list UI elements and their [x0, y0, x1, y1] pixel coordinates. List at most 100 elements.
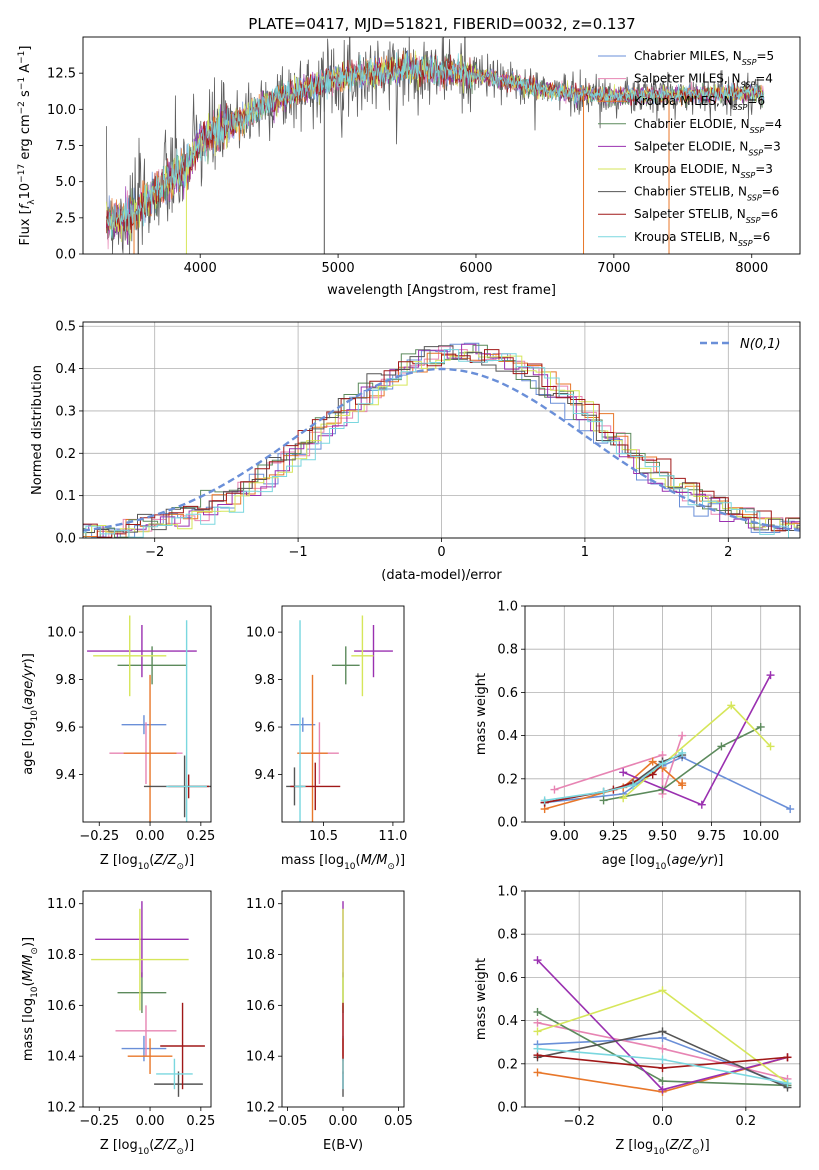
axes-Z-age: −0.25 0.00 0.25 9.4 9.6 9.8 10.0 Z [log10(Z/Z⊙)…	[21, 605, 215, 872]
legend-label: Chabrier ELODIE, NSSP=4	[634, 117, 782, 135]
axes-ebv-mass: −0.05 0.00 0.05 10.2 10.4 10.6 10.8 11.0 E(B-V)	[246, 890, 413, 1153]
x-tick-label: −2	[145, 545, 164, 560]
residual-histograms	[83, 342, 800, 538]
y-tick-label: 9.8	[254, 673, 275, 688]
y-tick-label: 0.4	[497, 1014, 518, 1029]
legend-label: Kroupa MILES, NSSP=6	[634, 94, 765, 112]
axes-frame	[82, 605, 212, 823]
y-tick-label: 10.0	[246, 626, 275, 641]
x-axis-label: age [log10(age/yr)]	[602, 853, 724, 872]
errorbar-chabrier-elodie	[117, 646, 187, 685]
y-tick-label: 10.0	[47, 103, 76, 118]
x-axis-label: (data-model)/error	[381, 568, 502, 583]
errorbars	[286, 615, 393, 822]
axes-spectrum: 4000 5000 6000 7000 8000 0.0 2.5 5.0 7.5 10.0 12.5…	[17, 36, 801, 298]
errorbar-kroupa-elodie	[93, 615, 167, 697]
y-tick-label: 7.5	[55, 139, 76, 154]
figure-title: PLATE=0417, MJD=51821, FIBERID=0032, z=0…	[248, 15, 635, 33]
errorbar-salpeter-elodie	[87, 624, 197, 678]
x-tick-label: 0	[437, 545, 445, 560]
histogram-kroupa-stelib	[83, 349, 800, 538]
y-tick-label: 0.2	[497, 772, 518, 787]
x-tick-label: 5000	[322, 261, 355, 276]
x-tick-label: 6000	[459, 261, 492, 276]
x-axis-label: mass [log10(M/M⊙)]	[281, 853, 405, 872]
y-tick-label: 9.4	[254, 768, 275, 783]
x-tick-label: −1	[289, 545, 308, 560]
errorbar-chabrier-elodie	[117, 972, 167, 1013]
axes-frame	[524, 890, 801, 1108]
y-tick-label: 0.8	[497, 643, 518, 658]
errorbar-salpeter-miles	[115, 1005, 177, 1057]
y-axis-label: mass weight	[474, 958, 489, 1040]
axes-frame	[524, 605, 801, 823]
legend-label: Chabrier MILES, NSSP=5	[634, 49, 774, 67]
y-tick-label: 10.4	[246, 1050, 275, 1065]
y-tick-label: 10.2	[246, 1101, 275, 1116]
y-tick-label: 1.0	[497, 885, 518, 900]
weight-lines	[533, 956, 792, 1096]
histogram-salpeter-stelib	[83, 349, 800, 538]
x-tick-label: −0.05	[268, 1114, 308, 1129]
x-tick-label: 9.25	[599, 829, 628, 844]
y-tick-label: 1.0	[497, 600, 518, 615]
legend-label: Kroupa ELODIE, NSSP=3	[634, 162, 773, 180]
x-tick-label: 9.50	[648, 829, 677, 844]
y-tick-label: 0.3	[55, 404, 76, 419]
x-tick-label: 9.75	[697, 829, 726, 844]
series-line	[622, 704, 772, 799]
errorbar-kroupa-elodie	[91, 908, 189, 1011]
y-axis-label: Normed distribution	[30, 365, 45, 495]
series-kroupa-stelib	[533, 1044, 792, 1088]
axes-mass-age: 10.5 11.0 9.4 9.6 9.8 10.0 mass [log10(M/M⊙)]	[246, 605, 407, 872]
y-tick-label: 10.8	[246, 948, 275, 963]
legend: N(0,1)	[700, 337, 781, 352]
y-tick-label: 11.0	[246, 897, 275, 912]
y-tick-label: 0.6	[497, 971, 518, 986]
y-axis-label: Flux [fλ10−17 erg cm−2 s−1 A−1]	[17, 46, 37, 246]
axes-frame	[82, 321, 801, 539]
series-chabrier-elodie	[599, 722, 765, 805]
y-tick-label: 10.6	[246, 999, 275, 1014]
spectrum-kroupa-stelib	[106, 52, 765, 239]
errorbar-salpeter-elodie	[95, 901, 189, 978]
x-tick-label: 8000	[735, 261, 768, 276]
y-axis-label: age [log10(age/yr)]	[21, 653, 40, 775]
legend-label: Chabrier STELIB, NSSP=6	[634, 185, 779, 203]
errorbar-chabrier-miles	[121, 715, 167, 735]
spectrum-lines	[106, 37, 765, 254]
x-tick-label: 0.25	[186, 829, 215, 844]
y-tick-label: 0.5	[55, 320, 76, 335]
errorbar-kroupa-miles	[123, 674, 177, 822]
x-axis-label: Z [log10(Z/Z⊙)]	[100, 1138, 194, 1157]
x-tick-label: 0.00	[329, 1114, 358, 1129]
y-tick-label: 12.5	[47, 67, 76, 82]
y-tick-label: 0.2	[497, 1057, 518, 1072]
axes-frame	[281, 890, 405, 1108]
errorbar-chabrier-stelib	[154, 1071, 203, 1097]
legend-label: Salpeter MILES, NSSP=4	[634, 72, 773, 90]
errorbar-chabrier-elodie	[331, 646, 360, 685]
y-tick-label: 10.2	[47, 1101, 76, 1116]
axes-Z-mass: −0.25 0.00 0.25 10.2 10.4 10.6 10.8 11.0 Z [log1…	[21, 890, 215, 1157]
errorbars	[87, 615, 211, 822]
y-tick-label: 10.0	[47, 626, 76, 641]
y-tick-label: 2.5	[55, 211, 76, 226]
axes-frame	[82, 890, 212, 1108]
y-tick-label: 9.4	[55, 768, 76, 783]
errorbar-kroupa-miles	[127, 1038, 173, 1074]
x-tick-label: 2	[724, 545, 732, 560]
axes-weight-Z: −0.2 0.0 0.2 0.0 0.2 0.4 0.6 0.8 1.0 Z [log10(Z/Z…	[474, 885, 801, 1157]
y-tick-label: 10.4	[47, 1050, 76, 1065]
y-tick-label: 0.1	[55, 489, 76, 504]
x-axis-label: Z [log10(Z/Z⊙)]	[100, 853, 194, 872]
y-axis-label: mass weight	[474, 673, 489, 755]
x-tick-label: 9.00	[550, 829, 579, 844]
axes-frame	[82, 36, 801, 255]
legend: Chabrier MILES, NSSP=5 Salpeter MILES, NS…	[598, 49, 782, 247]
errorbar-kroupa-stelib	[156, 1058, 193, 1090]
x-tick-label: 10.5	[309, 829, 338, 844]
legend-label: Salpeter STELIB, NSSP=6	[634, 207, 778, 225]
y-tick-label: 5.0	[55, 175, 76, 190]
x-tick-label: −0.2	[563, 1114, 595, 1129]
